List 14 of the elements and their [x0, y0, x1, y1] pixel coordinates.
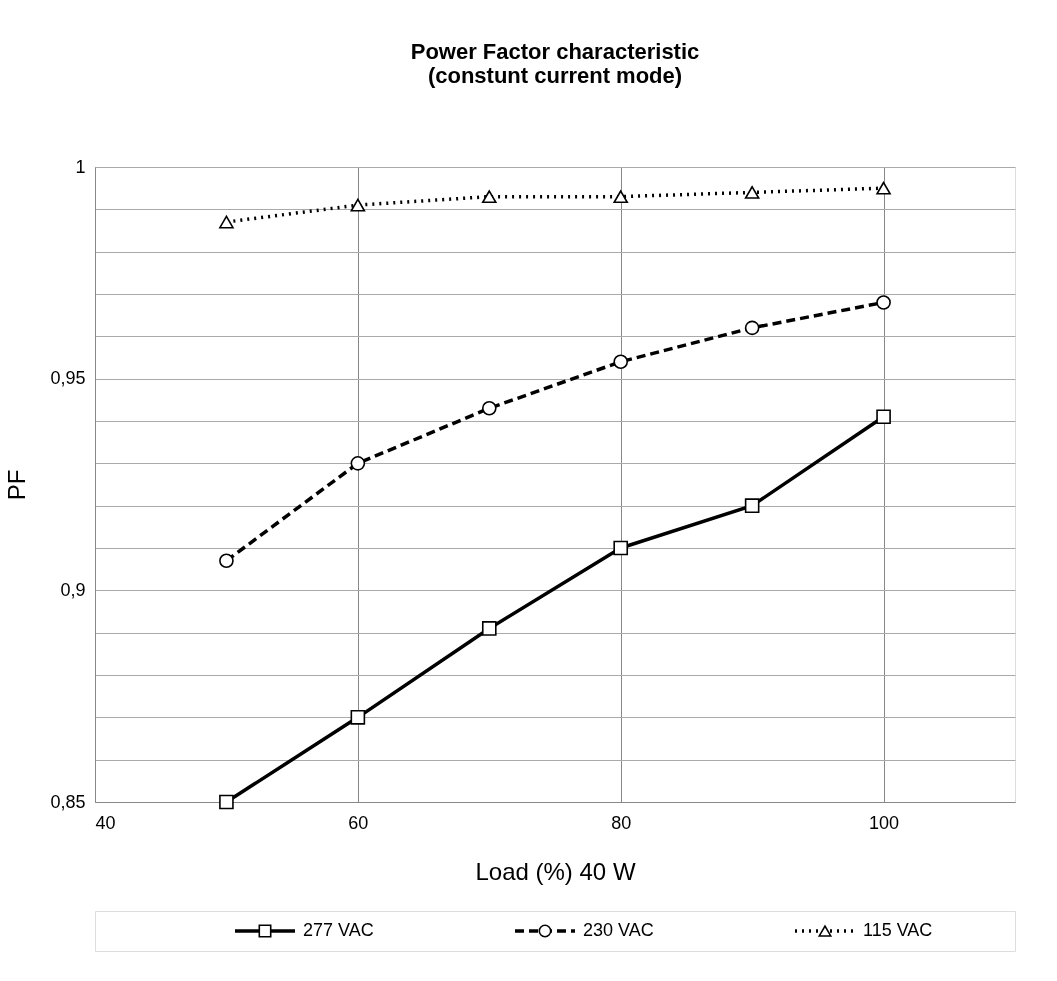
legend-label: 277 VAC [303, 920, 374, 940]
x-tick-label: 40 [95, 812, 116, 833]
x-tick-label: 100 [869, 812, 900, 833]
y-tick-label: 0,9 [60, 579, 86, 600]
y-tick-label: 0,95 [50, 368, 86, 389]
y-tick-label: 0,85 [50, 791, 86, 812]
y-tick-label: 1 [75, 156, 86, 177]
x-tick-label: 60 [348, 812, 369, 833]
chart-title: Power Factor characteristic (constunt current mode) [410, 39, 700, 88]
y-axis-title: PF [3, 469, 31, 501]
legend-label: 115 VAC [863, 920, 933, 940]
x-tick-label: 80 [611, 812, 632, 833]
x-axis-title: Load (%) 40 W [475, 857, 636, 885]
legend-label: 230 VAC [583, 920, 654, 940]
